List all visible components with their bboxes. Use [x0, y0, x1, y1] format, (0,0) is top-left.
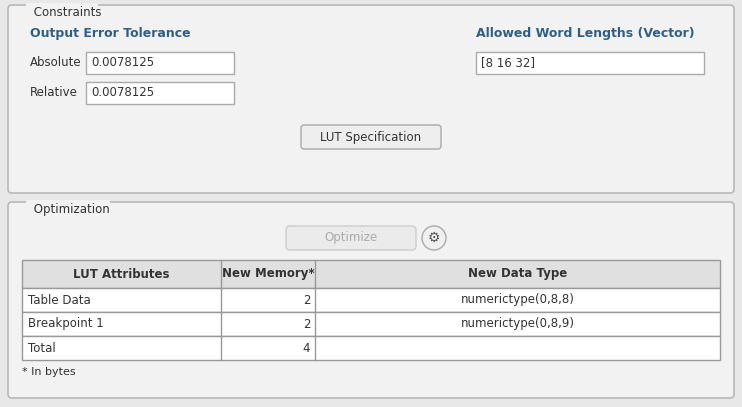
Text: * In bytes: * In bytes — [22, 367, 76, 377]
Circle shape — [422, 226, 446, 250]
Bar — [22, 336, 720, 360]
Text: numerictype(0,8,9): numerictype(0,8,9) — [461, 317, 574, 330]
Bar — [22, 288, 720, 312]
Text: numerictype(0,8,8): numerictype(0,8,8) — [461, 293, 574, 306]
FancyBboxPatch shape — [8, 202, 734, 398]
FancyBboxPatch shape — [26, 3, 98, 13]
Text: 4: 4 — [303, 341, 310, 354]
Bar — [86, 82, 234, 104]
Text: 2: 2 — [303, 317, 310, 330]
FancyBboxPatch shape — [286, 226, 416, 250]
FancyBboxPatch shape — [8, 5, 734, 193]
Text: Breakpoint 1: Breakpoint 1 — [28, 317, 104, 330]
Text: Absolute: Absolute — [30, 57, 82, 70]
Text: 0.0078125: 0.0078125 — [91, 57, 154, 70]
Text: Output Error Tolerance: Output Error Tolerance — [30, 26, 191, 39]
Text: Total: Total — [28, 341, 56, 354]
Text: Allowed Word Lengths (Vector): Allowed Word Lengths (Vector) — [476, 26, 695, 39]
Text: LUT Specification: LUT Specification — [321, 131, 421, 144]
Bar — [476, 52, 704, 74]
Bar — [22, 312, 720, 336]
Text: Optimization: Optimization — [30, 204, 114, 217]
Text: Constraints: Constraints — [30, 7, 105, 20]
Text: Relative: Relative — [30, 87, 78, 99]
Text: [8 16 32]: [8 16 32] — [481, 57, 535, 70]
FancyBboxPatch shape — [26, 200, 110, 210]
Text: 0.0078125: 0.0078125 — [91, 87, 154, 99]
Text: New Memory*: New Memory* — [222, 267, 315, 280]
Text: Optimize: Optimize — [324, 232, 378, 245]
Text: New Data Type: New Data Type — [468, 267, 567, 280]
Text: LUT Attributes: LUT Attributes — [73, 267, 170, 280]
Bar — [22, 260, 720, 288]
FancyBboxPatch shape — [301, 125, 441, 149]
Text: 2: 2 — [303, 293, 310, 306]
Text: Table Data: Table Data — [28, 293, 91, 306]
Bar — [86, 52, 234, 74]
Text: ⚙: ⚙ — [427, 231, 440, 245]
